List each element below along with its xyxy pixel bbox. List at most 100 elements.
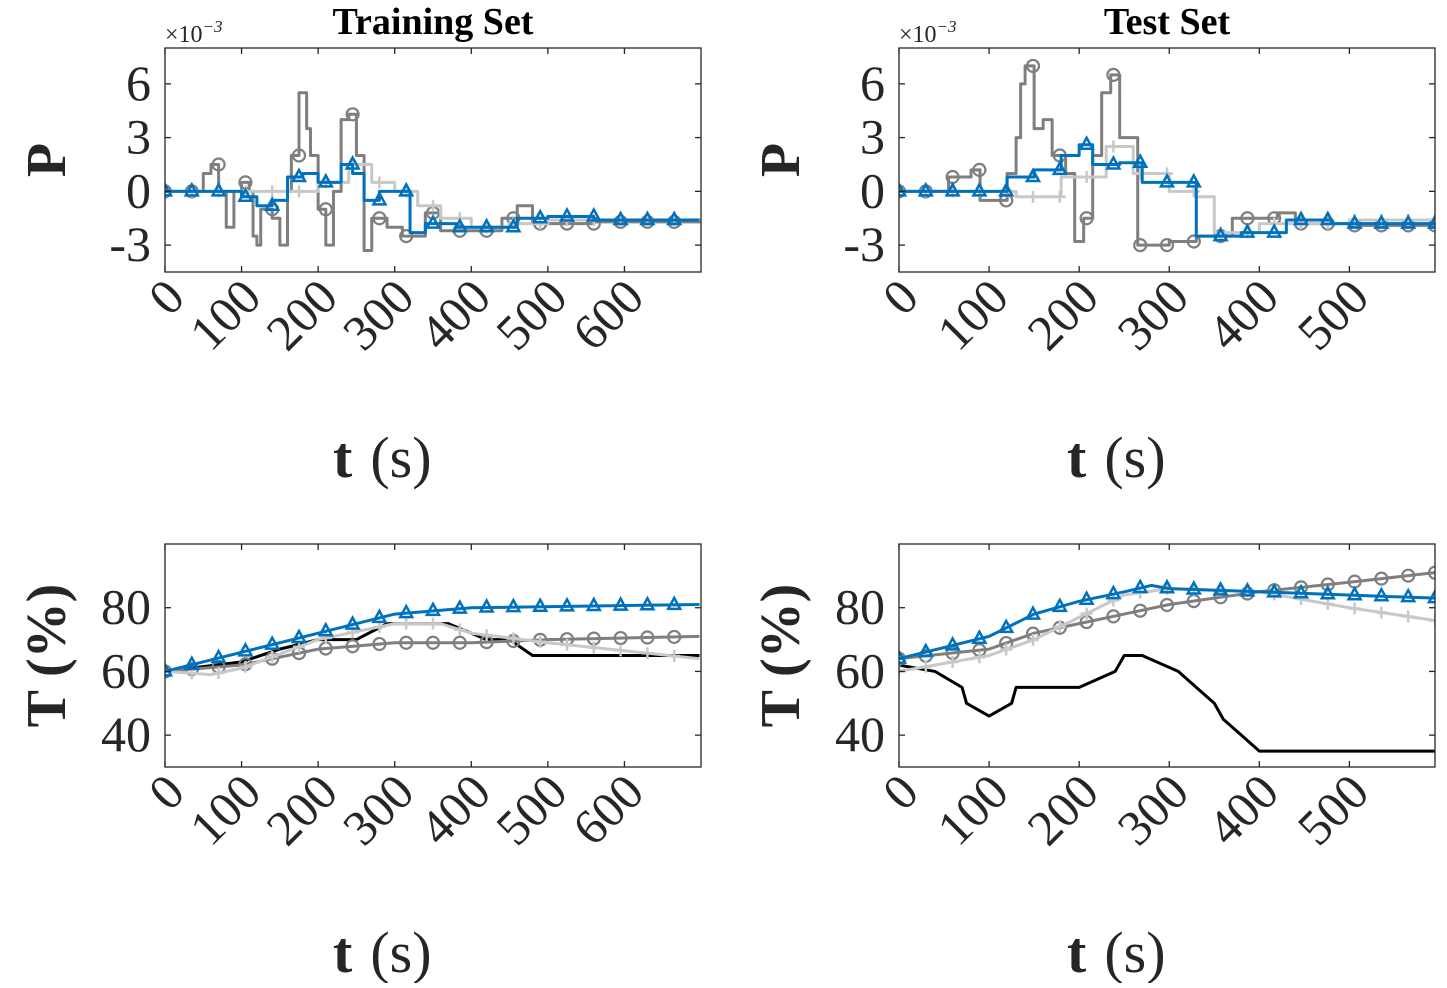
- x-tick-label: 600: [562, 763, 655, 856]
- marker-plus: [1429, 614, 1435, 627]
- marker-plus: [1429, 214, 1435, 227]
- marker-triangle: [1346, 214, 1363, 229]
- marker-plus: [319, 631, 332, 644]
- marker-plus: [427, 199, 439, 212]
- x-tick-label: 0: [872, 268, 929, 325]
- marker-triangle: [1292, 583, 1310, 599]
- marker-plus: [239, 660, 252, 673]
- y-tick-label: 0: [126, 162, 151, 218]
- marker-circle: [1320, 577, 1335, 592]
- x-tick-label: 100: [926, 268, 1019, 361]
- marker-circle: [972, 162, 987, 177]
- marker-triangle: [317, 621, 334, 637]
- marker-circle: [667, 629, 682, 645]
- axes-box: [164, 543, 702, 768]
- marker-triangle: [290, 628, 308, 644]
- series-line-light-gray-plus: [165, 162, 701, 229]
- marker-triangle: [666, 595, 683, 611]
- marker-triangle: [639, 210, 656, 226]
- marker-triangle: [1346, 585, 1363, 601]
- marker-triangle: [917, 642, 934, 658]
- marker-plus: [212, 667, 225, 680]
- y-axis-label: T (%): [750, 584, 812, 728]
- marker-plus: [1080, 171, 1093, 184]
- marker-triangle: [398, 181, 415, 197]
- marker-triangle: [344, 154, 361, 170]
- marker-triangle: [1266, 582, 1283, 598]
- marker-triangle: [183, 181, 200, 197]
- marker-plus: [427, 617, 439, 630]
- marker-triangle: [1426, 588, 1435, 604]
- marker-circle: [640, 630, 655, 645]
- marker-triangle: [1051, 160, 1068, 176]
- exponent-base: ×10: [165, 22, 203, 48]
- marker-plus: [266, 650, 279, 663]
- x-tick-label: 0: [872, 763, 929, 820]
- marker-triangle: [1266, 222, 1283, 238]
- marker-triangle: [478, 597, 495, 613]
- marker-triangle: [971, 181, 988, 197]
- y-axis-label: P: [16, 143, 78, 177]
- x-axis-label-var: t: [333, 425, 353, 490]
- marker-circle: [372, 636, 387, 652]
- marker-circle: [1079, 211, 1094, 226]
- marker-triangle: [424, 601, 442, 617]
- marker-triangle: [237, 641, 254, 657]
- marker-triangle: [1426, 214, 1435, 229]
- marker-triangle: [585, 596, 602, 612]
- x-tick-label: 600: [562, 268, 655, 361]
- y-tick-label: 80: [835, 579, 885, 635]
- exponent-base: ×10: [899, 22, 937, 48]
- x-axis-label-unit: (s): [1104, 425, 1165, 490]
- series-line-black-reference: [899, 654, 1435, 753]
- x-tick-label: 400: [408, 268, 501, 361]
- marker-plus: [373, 176, 386, 189]
- marker-triangle: [899, 181, 908, 197]
- axes-box: [898, 543, 1436, 768]
- marker-circle: [345, 107, 360, 122]
- marker-circle: [399, 635, 414, 650]
- marker-triangle: [1373, 214, 1390, 229]
- marker-plus: [1134, 167, 1147, 180]
- marker-triangle: [899, 649, 908, 664]
- marker-triangle: [1400, 587, 1417, 603]
- marker-triangle: [612, 210, 629, 226]
- marker-plus: [614, 644, 627, 657]
- marker-triangle: [1158, 172, 1176, 188]
- plot-area: [165, 48, 701, 272]
- marker-triangle: [1185, 172, 1202, 188]
- marker-plus: [1107, 140, 1120, 153]
- y-tick-label: 6: [126, 55, 151, 111]
- marker-triangle: [1212, 226, 1229, 242]
- marker-circle: [425, 635, 441, 650]
- marker-plus: [266, 185, 279, 198]
- plot-area: [899, 48, 1435, 272]
- marker-triangle: [505, 217, 522, 233]
- axes-box: [898, 47, 1436, 273]
- marker-triangle: [971, 629, 988, 645]
- marker-circle: [1159, 597, 1175, 613]
- marker-triangle: [210, 648, 227, 664]
- x-axis-label: t (s): [1067, 425, 1166, 490]
- marker-triangle: [612, 596, 629, 611]
- marker-circle: [613, 630, 628, 646]
- marker-triangle: [451, 217, 468, 233]
- x-tick-label: 300: [1106, 763, 1199, 856]
- y-tick-label: 6: [860, 55, 885, 111]
- marker-triangle: [1319, 584, 1336, 600]
- x-axis-label-var: t: [1067, 425, 1087, 490]
- x-tick-label: 300: [332, 763, 425, 856]
- marker-triangle: [1373, 586, 1390, 602]
- marker-plus: [668, 650, 681, 663]
- x-tick-label: 400: [1196, 763, 1289, 856]
- y-tick-label: -3: [109, 216, 151, 272]
- marker-triangle: [264, 635, 281, 650]
- marker-plus: [973, 651, 986, 664]
- marker-circle: [452, 635, 467, 650]
- series-line-blue-triangle: [899, 583, 1435, 661]
- marker-triangle: [1400, 214, 1417, 229]
